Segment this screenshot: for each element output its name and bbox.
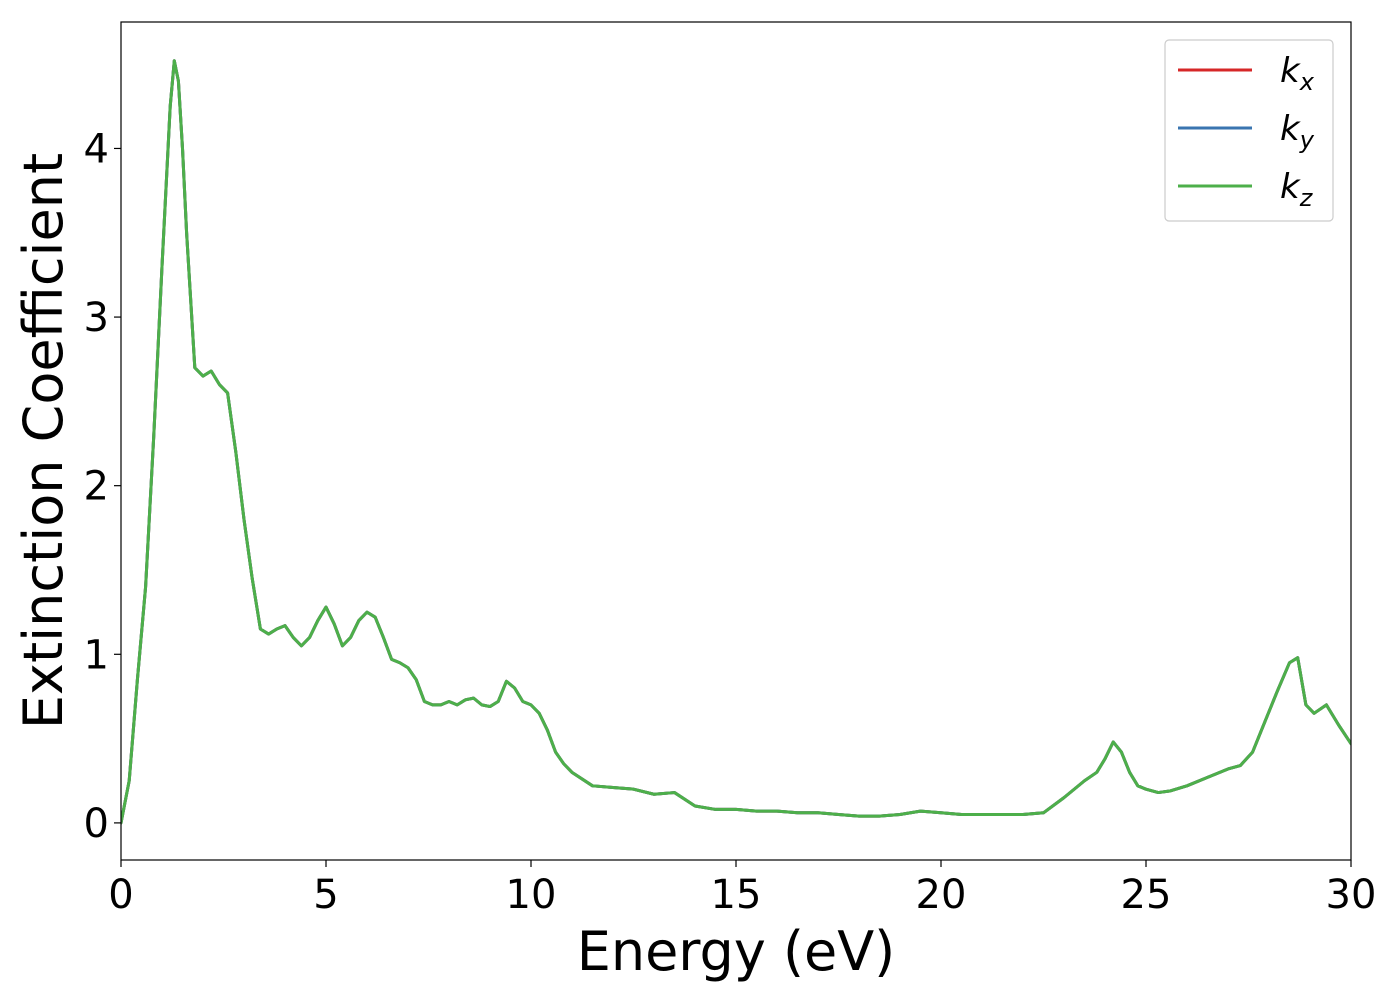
x-tick-label: 20 [916,872,967,918]
series-line-k-z [121,59,1351,825]
x-axis-title: Energy (eV) [577,920,896,983]
legend-frame [1164,39,1334,222]
y-tick-label: 3 [84,295,109,341]
x-tick-label: 0 [108,872,133,918]
x-tick-label: 10 [506,872,557,918]
y-tick-label: 4 [84,126,109,172]
y-tick-label: 0 [84,801,109,847]
legend-label-k-y: ky [1280,109,1315,154]
ticks-group: 0 5 10 15 20 25 30 0 1 2 3 4 [84,126,1377,918]
x-tick-label: 25 [1121,872,1172,918]
x-tick-label: 5 [313,872,338,918]
y-tick-label: 1 [84,632,109,678]
y-axis-title: Extinction Coefficient [12,153,75,729]
legend-label-k-x: kx [1280,51,1315,96]
x-tick-label: 30 [1326,872,1377,918]
x-tick-label: 15 [711,872,762,918]
y-tick-label: 2 [84,464,109,510]
lines-group [121,59,1351,825]
